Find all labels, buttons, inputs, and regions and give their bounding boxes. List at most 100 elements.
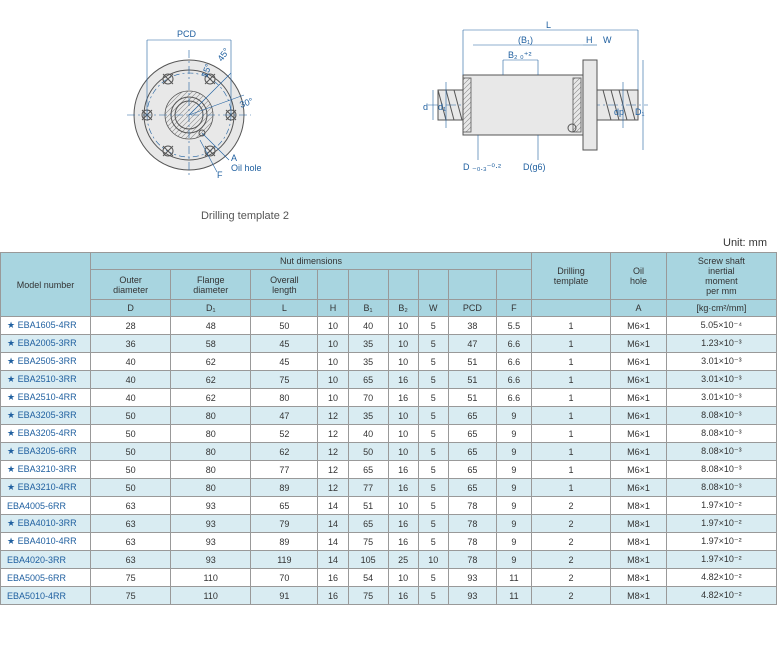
cell-a: M8×1 (611, 569, 667, 587)
cell-d: 63 (91, 551, 171, 569)
cell-in: 1.23×10⁻³ (666, 335, 776, 353)
cell-in: 3.01×10⁻³ (666, 389, 776, 407)
cell-m: ★ EBA1605-4RR (1, 317, 91, 335)
cell-b2: 10 (388, 407, 418, 425)
col-d: Outerdiameter (91, 270, 171, 300)
cell-l: 119 (251, 551, 318, 569)
cell-a: M6×1 (611, 353, 667, 371)
cell-f: 9 (496, 497, 531, 515)
cell-w: 10 (418, 551, 448, 569)
cell-h: 14 (318, 533, 348, 551)
cell-d1: 93 (171, 533, 251, 551)
cell-w: 5 (418, 353, 448, 371)
a-label: A (231, 153, 237, 163)
cell-m: ★ EBA3205-4RR (1, 425, 91, 443)
cell-f: 9 (496, 479, 531, 497)
cell-l: 77 (251, 461, 318, 479)
cell-f: 9 (496, 443, 531, 461)
sym-a: A (611, 300, 667, 317)
cell-l: 80 (251, 389, 318, 407)
cell-dt: 1 (531, 425, 610, 443)
cell-m: ★ EBA3210-4RR (1, 479, 91, 497)
cell-in: 8.08×10⁻³ (666, 407, 776, 425)
cell-b2: 16 (388, 587, 418, 605)
cell-b2: 16 (388, 371, 418, 389)
sym-w: W (418, 300, 448, 317)
cell-dt: 1 (531, 353, 610, 371)
sym-d1: D₁ (171, 300, 251, 317)
cell-d1: 93 (171, 551, 251, 569)
sym-f: F (496, 300, 531, 317)
f-label: F (217, 170, 223, 180)
cell-b2: 10 (388, 425, 418, 443)
cell-d1: 80 (171, 461, 251, 479)
cell-d: 36 (91, 335, 171, 353)
nut-dim-group: Nut dimensions (91, 253, 532, 270)
cell-a: M6×1 (611, 407, 667, 425)
cell-m: EBA5010-4RR (1, 587, 91, 605)
b1-label: (B₁) (518, 35, 533, 45)
cell-b2: 16 (388, 533, 418, 551)
h-label: H (586, 35, 593, 45)
cell-w: 5 (418, 533, 448, 551)
cell-dt: 1 (531, 407, 610, 425)
diagram-area: PCD 45° 15° 30° A Oil hole F (0, 0, 777, 200)
cell-b2: 25 (388, 551, 418, 569)
table-row: ★ EBA2505-3RR4062451035105516.61M6×13.01… (1, 353, 777, 371)
cell-d1: 80 (171, 407, 251, 425)
table-row: ★ EBA2510-3RR4062751065165516.61M6×13.01… (1, 371, 777, 389)
cell-d: 50 (91, 407, 171, 425)
cell-b1: 65 (348, 515, 388, 533)
cell-b2: 10 (388, 497, 418, 515)
cell-in: 5.05×10⁻⁴ (666, 317, 776, 335)
cell-in: 1.97×10⁻² (666, 533, 776, 551)
table-row: EBA4020-3RR63931191410525107892M8×11.97×… (1, 551, 777, 569)
d1s-label: d₁ (438, 102, 446, 112)
cell-f: 6.6 (496, 389, 531, 407)
cell-dt: 2 (531, 533, 610, 551)
cell-dt: 1 (531, 443, 610, 461)
cell-d: 28 (91, 317, 171, 335)
cell-b1: 35 (348, 353, 388, 371)
dg6-label: D(g6) (523, 162, 546, 172)
cell-w: 5 (418, 587, 448, 605)
cell-h: 10 (318, 389, 348, 407)
cell-pcd: 51 (448, 371, 496, 389)
cell-h: 16 (318, 569, 348, 587)
cell-m: EBA4005-6RR (1, 497, 91, 515)
cell-dt: 1 (531, 335, 610, 353)
cell-in: 4.82×10⁻² (666, 587, 776, 605)
cell-a: M6×1 (611, 335, 667, 353)
cell-b1: 35 (348, 407, 388, 425)
cell-m: ★ EBA4010-4RR (1, 533, 91, 551)
cell-dt: 1 (531, 461, 610, 479)
cell-a: M8×1 (611, 533, 667, 551)
col-model: Model number (1, 253, 91, 317)
cell-l: 89 (251, 533, 318, 551)
cell-f: 9 (496, 551, 531, 569)
table-row: ★ EBA1605-4RR2848501040105385.51M6×15.05… (1, 317, 777, 335)
cell-h: 12 (318, 407, 348, 425)
cell-b1: 40 (348, 425, 388, 443)
table-row: ★ EBA4010-3RR63937914651657892M8×11.97×1… (1, 515, 777, 533)
table-row: ★ EBA3210-3RR50807712651656591M6×18.08×1… (1, 461, 777, 479)
cell-d: 75 (91, 587, 171, 605)
cell-in: 8.08×10⁻³ (666, 461, 776, 479)
cell-l: 50 (251, 317, 318, 335)
cell-pcd: 78 (448, 533, 496, 551)
col-l: Overalllength (251, 270, 318, 300)
cell-d1: 80 (171, 443, 251, 461)
cell-b1: 75 (348, 587, 388, 605)
cell-in: 8.08×10⁻³ (666, 479, 776, 497)
cell-h: 14 (318, 551, 348, 569)
cell-dt: 2 (531, 587, 610, 605)
cell-b1: 70 (348, 389, 388, 407)
cell-w: 5 (418, 497, 448, 515)
table-row: EBA4005-6RR63936514511057892M8×11.97×10⁻… (1, 497, 777, 515)
cell-a: M6×1 (611, 317, 667, 335)
cell-w: 5 (418, 317, 448, 335)
cell-a: M6×1 (611, 443, 667, 461)
cell-pcd: 47 (448, 335, 496, 353)
cell-m: EBA4020-3RR (1, 551, 91, 569)
cell-in: 1.97×10⁻² (666, 515, 776, 533)
